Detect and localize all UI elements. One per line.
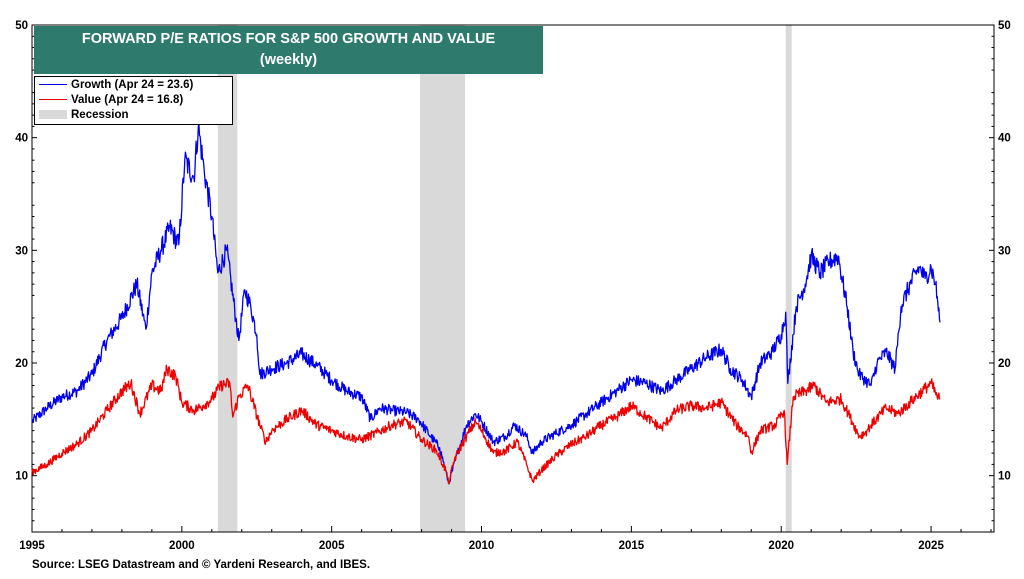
series-line-value — [31, 364, 941, 485]
y-tick-label-left-10: 10 — [15, 471, 28, 483]
y-tick-label-left-20: 20 — [15, 358, 28, 370]
x-tick-label-2005: 2005 — [319, 540, 345, 552]
y-tick-label-right-50: 50 — [998, 20, 1011, 32]
legend-item-growth: Growth (Apr 24 = 23.6) — [35, 77, 232, 92]
chart-title-box: FORWARD P/E RATIOS FOR S&P 500 GROWTH AN… — [34, 26, 543, 74]
x-tick-label-1995: 1995 — [19, 540, 45, 552]
y-tick-label-right-40: 40 — [998, 133, 1011, 145]
x-tick-label-2000: 2000 — [169, 540, 195, 552]
chart-title: FORWARD P/E RATIOS FOR S&P 500 GROWTH AN… — [81, 31, 496, 47]
y-tick-label-right-10: 10 — [998, 471, 1011, 483]
y-tick-label-left-50: 50 — [15, 20, 28, 32]
y-tick-label-right-20: 20 — [998, 358, 1011, 370]
legend-item-value: Value (Apr 24 = 16.8) — [35, 92, 232, 107]
legend-swatch-value — [39, 99, 67, 100]
recession-band-2 — [785, 25, 792, 532]
series-line-growth — [31, 122, 941, 485]
legend-item-recession: Recession — [35, 107, 232, 122]
recession-bands — [217, 25, 792, 532]
series-lines — [31, 122, 941, 485]
legend-swatch-growth — [39, 84, 67, 85]
chart-subtitle: (weekly) — [259, 52, 318, 68]
y-tick-label-left-30: 30 — [15, 245, 28, 257]
legend-label-value: Value (Apr 24 = 16.8) — [71, 93, 184, 106]
y-tick-label-left-40: 40 — [15, 133, 28, 145]
x-tick-label-2010: 2010 — [469, 540, 495, 552]
legend-swatch-recession — [39, 110, 67, 119]
recession-band-0 — [217, 25, 238, 532]
legend-label-recession: Recession — [71, 108, 129, 121]
x-tick-label-2020: 2020 — [768, 540, 794, 552]
plot-frame — [31, 24, 995, 533]
legend-label-growth: Growth (Apr 24 = 23.6) — [71, 78, 194, 91]
y-tick-label-right-30: 30 — [998, 245, 1011, 257]
source-note: Source: LSEG Datastream and © Yardeni Re… — [32, 559, 371, 571]
legend: Growth (Apr 24 = 23.6) Value (Apr 24 = 1… — [34, 76, 233, 125]
x-tick-label-2025: 2025 — [918, 540, 944, 552]
x-tick-label-2015: 2015 — [619, 540, 645, 552]
recession-band-1 — [420, 25, 466, 532]
